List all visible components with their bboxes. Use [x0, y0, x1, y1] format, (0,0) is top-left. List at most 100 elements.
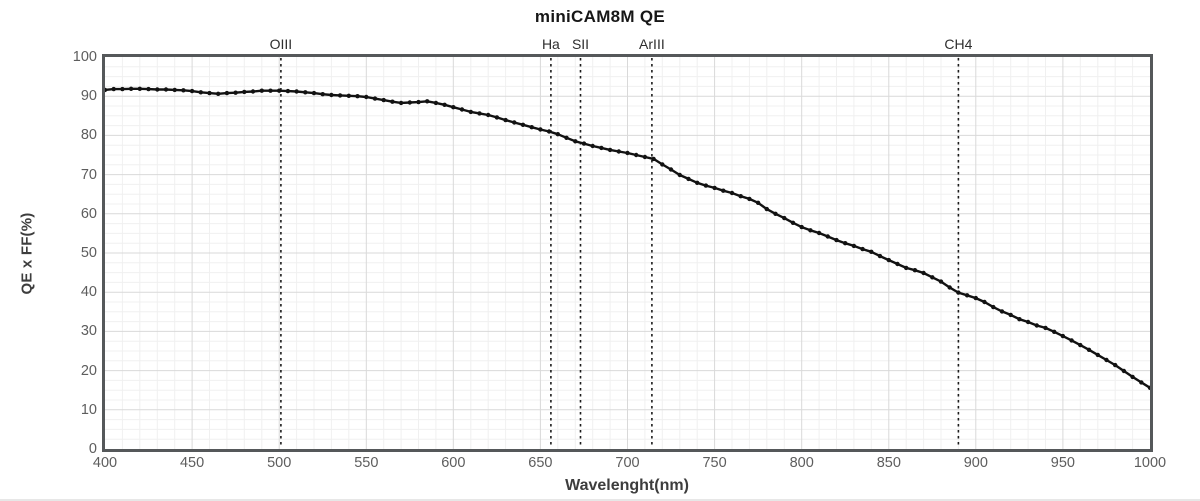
qe-data-point	[616, 149, 621, 154]
qe-data-point	[268, 88, 273, 93]
qe-data-point	[259, 88, 264, 93]
qe-data-point	[546, 129, 552, 134]
qe-data-point	[137, 86, 142, 92]
qe-data-point	[729, 190, 735, 196]
qe-data-point	[442, 102, 447, 108]
qe-data-point	[1052, 329, 1057, 334]
qe-data-point	[747, 196, 752, 202]
x-tick-label-400: 400	[92, 455, 118, 471]
qe-data-point	[642, 154, 648, 160]
y-tick-label-10: 10	[80, 401, 97, 418]
qe-data-point	[233, 90, 238, 95]
qe-data-point	[764, 206, 769, 212]
qe-data-point	[277, 88, 282, 93]
qe-data-point	[1104, 357, 1109, 363]
qe-data-point	[921, 270, 926, 276]
qe-data-point	[982, 299, 987, 305]
qe-data-point	[207, 90, 212, 96]
x-tick-label-700: 700	[615, 455, 640, 471]
x-tick-label-850: 850	[876, 455, 901, 471]
qe-data-point	[1025, 319, 1031, 325]
qe-data-point	[503, 117, 508, 123]
qe-data-point	[877, 253, 883, 259]
qe-data-point	[1139, 380, 1144, 385]
qe-data-point	[155, 87, 160, 92]
qe-data-point	[355, 94, 360, 99]
qe-data-point	[755, 200, 761, 205]
qe-data-point	[799, 224, 804, 230]
qe-data-point	[111, 86, 116, 92]
x-tick-label-650: 650	[528, 455, 553, 471]
qe-data-point	[1069, 338, 1074, 343]
qe-data-point	[677, 172, 682, 178]
qe-data-point	[808, 228, 813, 233]
qe-data-point	[163, 87, 169, 92]
qe-data-point	[189, 88, 195, 94]
x-tick-label-550: 550	[354, 455, 379, 471]
qe-data-point	[381, 97, 386, 103]
qe-data-point	[398, 100, 404, 106]
qe-data-point	[686, 176, 691, 182]
x-tick-label-750: 750	[702, 455, 727, 471]
qe-data-point	[1121, 368, 1127, 374]
marker-label-oiii: OIII	[269, 36, 293, 52]
qe-data-point	[956, 290, 961, 295]
qe-data-point	[486, 112, 491, 118]
qe-data-point	[851, 243, 857, 249]
qe-data-point	[790, 220, 796, 225]
qe-data-point	[1017, 317, 1022, 322]
qe-data-point	[128, 86, 134, 92]
qe-data-point	[1095, 352, 1101, 358]
x-tick-label-900: 900	[963, 455, 988, 471]
marker-label-ariii: ArIII	[639, 36, 665, 52]
qe-data-point	[555, 132, 560, 137]
qe-data-point	[590, 143, 595, 149]
qe-data-point	[416, 99, 421, 105]
qe-data-point	[198, 90, 203, 95]
qe-data-point	[1130, 374, 1135, 380]
y-tick-label-20: 20	[80, 362, 97, 379]
qe-data-point	[224, 90, 230, 96]
qe-data-point	[468, 109, 473, 115]
y-tick-label-40: 40	[80, 284, 97, 301]
qe-data-point	[973, 295, 978, 301]
qe-data-point	[520, 122, 526, 128]
qe-data-point	[625, 150, 630, 156]
qe-data-point	[825, 234, 830, 239]
qe-data-point	[886, 257, 891, 263]
qe-data-point	[181, 88, 186, 93]
qe-data-point	[738, 194, 743, 199]
y-tick-label-90: 90	[80, 88, 97, 105]
qe-data-point	[216, 91, 221, 97]
qe-data-point	[869, 249, 874, 254]
qe-data-point	[634, 152, 639, 158]
qe-data-point	[938, 279, 944, 284]
qe-data-point	[459, 107, 465, 112]
qe-data-point	[999, 309, 1005, 314]
qe-data-point	[782, 215, 787, 221]
qe-data-point	[1034, 323, 1040, 328]
y-tick-label-60: 60	[80, 205, 97, 222]
qe-data-point	[1043, 325, 1048, 331]
qe-data-point	[816, 230, 822, 236]
qe-data-point	[538, 127, 543, 132]
y-tick-label-80: 80	[80, 127, 97, 144]
y-tick-label-70: 70	[80, 166, 97, 183]
qe-data-point	[773, 211, 778, 216]
x-axis-title: Wavelenght(nm)	[565, 477, 689, 494]
qe-data-point	[425, 99, 430, 104]
qe-data-point	[721, 188, 726, 193]
qe-data-point	[433, 100, 439, 106]
qe-data-point	[904, 265, 909, 271]
qe-data-point	[668, 167, 674, 172]
qe-data-point	[451, 105, 456, 110]
qe-data-point	[311, 90, 317, 96]
qe-data-point	[372, 96, 378, 101]
qe-data-point	[390, 99, 395, 104]
qe-data-point	[320, 92, 325, 97]
qe-data-point	[346, 93, 351, 99]
qe-data-point	[930, 275, 935, 280]
qe-data-point	[1086, 347, 1092, 352]
qe-data-point	[1113, 362, 1118, 368]
